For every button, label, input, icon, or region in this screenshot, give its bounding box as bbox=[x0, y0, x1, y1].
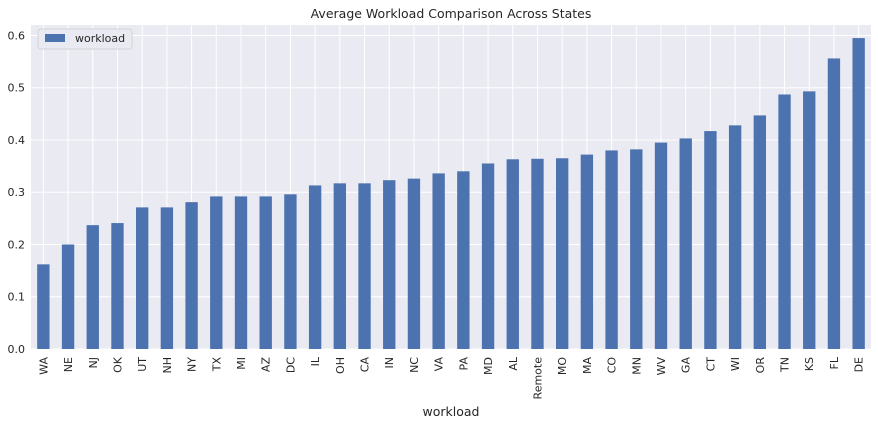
legend-swatch bbox=[45, 34, 65, 42]
x-tick-label: WA bbox=[37, 357, 50, 375]
bar-wv bbox=[654, 142, 668, 349]
bar-pa bbox=[457, 171, 470, 349]
x-tick-label: CT bbox=[704, 357, 717, 372]
bar-ne bbox=[61, 244, 75, 349]
bar-nj bbox=[86, 225, 99, 349]
x-tick-label: NH bbox=[161, 357, 174, 374]
x-tick-label: NE bbox=[62, 357, 75, 372]
bar-wa bbox=[37, 264, 50, 349]
bar-ny bbox=[185, 202, 198, 349]
y-tick-label: 0.3 bbox=[8, 186, 26, 199]
bar-remote bbox=[531, 158, 544, 349]
x-tick-label: DC bbox=[284, 357, 297, 373]
x-tick-label: KS bbox=[803, 357, 816, 371]
y-tick-label: 0.6 bbox=[8, 29, 26, 42]
bars bbox=[37, 38, 865, 350]
x-tick-label: MI bbox=[235, 357, 248, 370]
bar-mn bbox=[630, 149, 643, 349]
bar-mi bbox=[234, 196, 248, 349]
plot-area bbox=[31, 25, 871, 349]
y-tick-label: 0.1 bbox=[8, 291, 26, 304]
x-tick-label: UT bbox=[136, 357, 149, 372]
x-tick-label: PA bbox=[457, 357, 470, 371]
y-tick-label: 0.5 bbox=[8, 82, 26, 95]
x-tick-label: AZ bbox=[260, 357, 273, 373]
bar-de bbox=[852, 38, 865, 350]
x-tick-label: MO bbox=[556, 357, 569, 375]
bar-az bbox=[259, 196, 272, 349]
x-tick-label: TX bbox=[210, 357, 223, 373]
x-tick-label: VA bbox=[433, 357, 446, 372]
x-tick-label: OK bbox=[111, 356, 124, 373]
y-tick-label: 0.2 bbox=[8, 238, 26, 251]
bar-al bbox=[506, 159, 519, 349]
bar-ct bbox=[704, 131, 717, 349]
bar-or bbox=[753, 115, 766, 349]
x-tick-label: TN bbox=[779, 357, 792, 373]
bar-in bbox=[383, 180, 396, 349]
bar-tx bbox=[210, 196, 223, 349]
x-tick-label: Remote bbox=[531, 357, 544, 400]
x-tick-label: WV bbox=[655, 357, 668, 376]
bar-oh bbox=[333, 183, 346, 349]
x-tick-label: CA bbox=[359, 357, 372, 373]
x-tick-label: NJ bbox=[87, 357, 100, 368]
x-tick-label: NY bbox=[186, 357, 199, 372]
x-tick-label: IN bbox=[383, 357, 396, 368]
legend-label: workload bbox=[75, 32, 125, 45]
bar-il bbox=[308, 185, 322, 349]
bar-co bbox=[605, 150, 618, 349]
bar-tn bbox=[778, 94, 791, 349]
y-tick-label: 0.4 bbox=[8, 134, 26, 147]
y-tick-label: 0.0 bbox=[8, 343, 26, 356]
bar-ma bbox=[580, 154, 594, 349]
bar-ks bbox=[803, 91, 816, 350]
x-tick-label: IL bbox=[309, 356, 322, 366]
x-tick-label: OR bbox=[754, 357, 767, 374]
bar-ut bbox=[136, 207, 149, 349]
bar-nh bbox=[160, 207, 174, 349]
bar-va bbox=[432, 173, 445, 349]
x-tick-label: FL bbox=[828, 356, 841, 369]
bar-ca bbox=[358, 183, 371, 349]
chart-title: Average Workload Comparison Across State… bbox=[311, 6, 592, 21]
bar-mo bbox=[556, 158, 569, 349]
bar-ga bbox=[679, 138, 692, 349]
bar-md bbox=[481, 163, 495, 349]
x-tick-label: MN bbox=[630, 357, 643, 375]
legend: workload bbox=[37, 28, 133, 50]
x-tick-label: WI bbox=[729, 357, 742, 371]
x-tick-label: DE bbox=[853, 357, 866, 372]
x-tick-label: OH bbox=[334, 357, 347, 374]
bar-fl bbox=[827, 58, 841, 349]
bar-wi bbox=[728, 125, 742, 350]
x-tick-label: NC bbox=[408, 357, 421, 373]
x-tick-label: GA bbox=[680, 357, 693, 374]
x-tick-label: AL bbox=[507, 356, 520, 371]
bar-dc bbox=[284, 194, 297, 349]
x-axis-label: workload bbox=[423, 404, 480, 419]
bar-ok bbox=[111, 223, 124, 349]
y-axis-ticks: 0.0 0.1 0.2 0.3 0.4 0.5 0.6 bbox=[8, 29, 26, 356]
x-axis-ticks: WA NE NJ OK UT NH NY TX MI AZ DC IL OH CA IN NC VA PA MD AL… bbox=[37, 356, 865, 399]
x-tick-label: MD bbox=[482, 357, 495, 375]
x-tick-label: MA bbox=[581, 357, 594, 374]
bar-nc bbox=[407, 178, 421, 349]
x-tick-label: CO bbox=[606, 357, 619, 374]
